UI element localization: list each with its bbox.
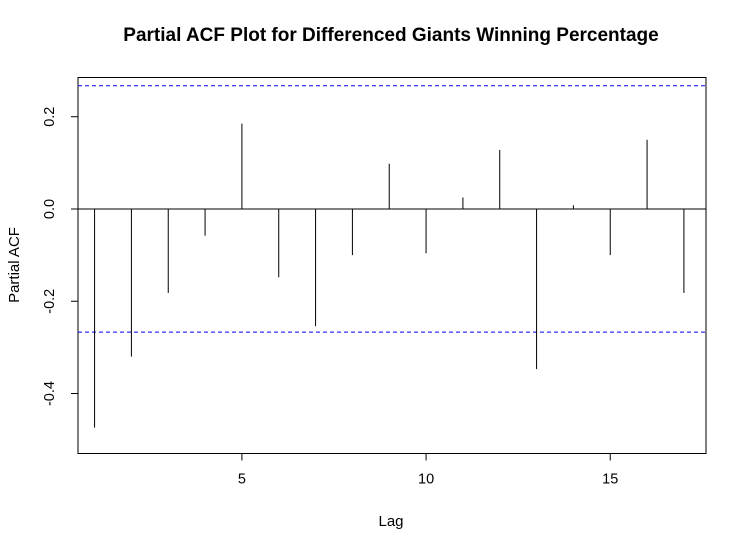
y-tick-label: 0.0 [42,199,58,219]
y-tick-label: -0.4 [42,381,58,406]
y-tick-label: -0.2 [42,289,58,314]
plot-frame [78,78,706,454]
x-axis-label: Lag [378,513,403,530]
chart-title: Partial ACF Plot for Differenced Giants … [123,25,658,46]
x-tick-label: 15 [602,472,618,488]
x-tick-label: 5 [238,472,246,488]
y-tick-label: 0.2 [42,107,58,127]
y-axis-label: Partial ACF [6,227,23,303]
plot-marks [78,86,706,428]
y-axis: -0.4 -0.2 0.0 0.2 [42,107,78,406]
x-tick-label: 10 [418,472,434,488]
x-axis: 5 10 15 [238,454,618,488]
